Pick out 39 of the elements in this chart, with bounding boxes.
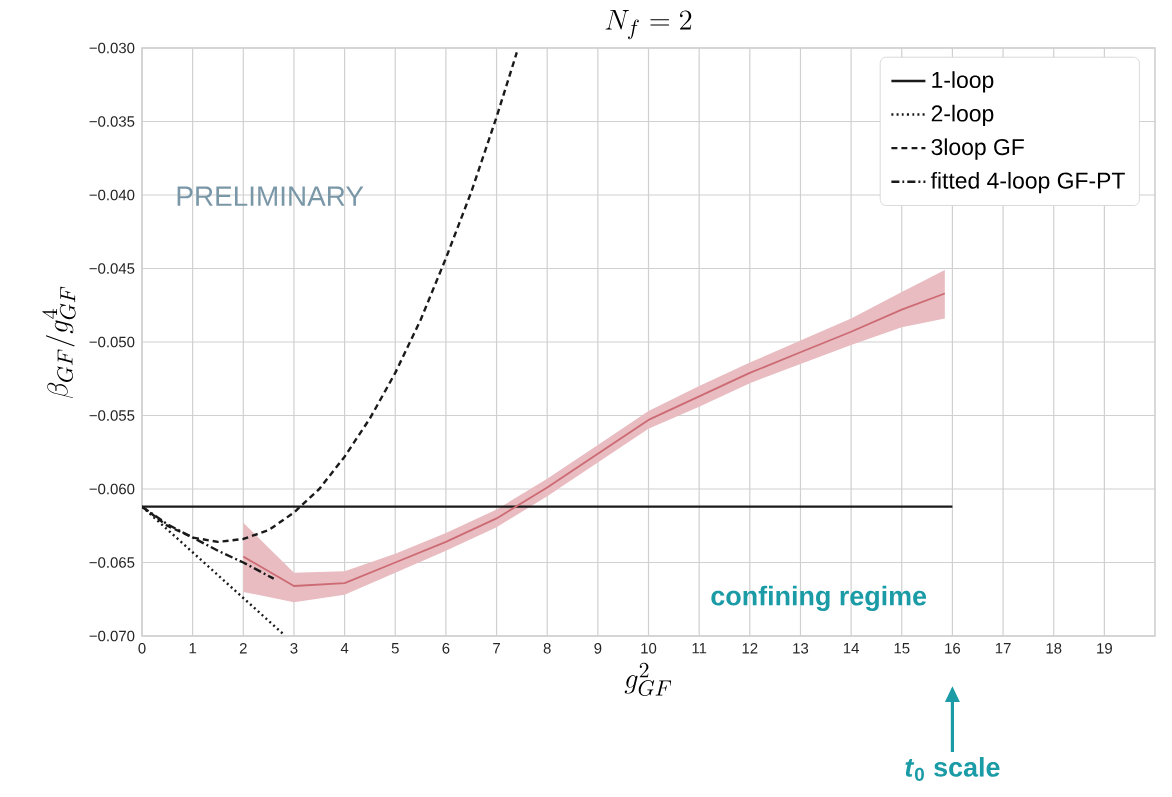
y-tick-label: −0.060 <box>89 483 135 495</box>
annotation: confining regime <box>711 585 927 611</box>
x-tick-label: 9 <box>594 643 602 654</box>
y-tick-label: −0.055 <box>89 410 135 421</box>
x-tick-label: 2 <box>239 643 247 654</box>
x-tick-label: 4 <box>340 643 349 654</box>
y-tick-label: −0.040 <box>89 189 135 201</box>
x-tick-label: 1 <box>189 643 197 654</box>
x-tick-label: 11 <box>692 643 707 654</box>
legend-label: 2-loop <box>931 104 994 127</box>
legend-label: 3loop GF <box>931 138 1024 160</box>
x-tick-label: 10 <box>641 643 657 654</box>
x-tick-label: 0 <box>138 643 146 654</box>
x-tick-label: 19 <box>1097 643 1112 654</box>
x-tick-label: 12 <box>742 643 758 654</box>
x-tick-label: 14 <box>843 643 859 654</box>
y-tick-label: −0.050 <box>89 336 135 348</box>
x-tick-label: 16 <box>945 643 961 654</box>
annotation: PRELIMINARY <box>177 186 364 206</box>
x-tick-label: 13 <box>793 643 809 654</box>
y-tick-label: −0.045 <box>89 263 135 274</box>
x-axis-title: $g^2_{GF}$ <box>624 662 672 696</box>
x-tick-label: 18 <box>1046 643 1062 654</box>
x-tick-label: 17 <box>995 643 1011 654</box>
y-axis-title: $\beta_{GF}/g^4_{GF}$ <box>42 286 76 399</box>
x-tick-label: 3 <box>290 643 298 654</box>
legend-label: fitted 4-loop GF-PT <box>930 171 1125 194</box>
chart-title: $N_f = 2$ <box>605 9 692 40</box>
text: t$_{0}$ scale <box>905 757 1000 782</box>
x-tick-label: 8 <box>543 643 551 654</box>
y-tick-label: −0.030 <box>89 42 135 54</box>
x-tick-label: 6 <box>442 643 450 654</box>
legend-label: 1-loop <box>932 71 994 93</box>
y-tick-label: −0.070 <box>89 630 135 642</box>
y-tick-label: −0.065 <box>89 557 135 568</box>
y-tick-label: −0.035 <box>89 116 135 127</box>
x-tick-label: 5 <box>391 643 399 654</box>
x-tick-label: 15 <box>894 643 910 654</box>
x-tick-label: 7 <box>493 643 500 654</box>
